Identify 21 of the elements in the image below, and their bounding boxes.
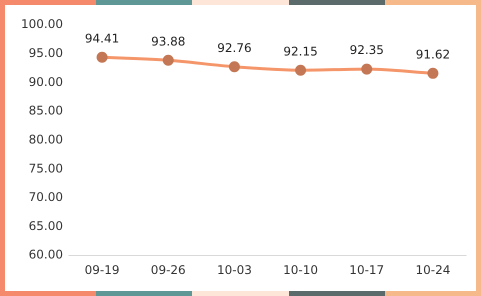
data-label: 92.76 [217,40,252,55]
y-tick-label: 70.00 [28,190,63,204]
data-label: 93.88 [151,34,186,48]
data-label: 94.41 [84,31,120,46]
y-tick-label: 90.00 [28,74,63,89]
x-tick-label: 10-10 [283,262,318,277]
x-tick-label: 10-03 [216,262,252,277]
y-tick-label: 60.00 [28,248,63,262]
y-tick-label: 85.00 [28,104,63,118]
x-tick-label: 10-24 [415,262,450,277]
x-tick-label: 09-19 [84,262,120,277]
y-tick-label: 80.00 [28,132,63,146]
y-tick-label: 65.00 [28,218,63,233]
y-tick-label: 100.00 [20,17,63,32]
x-tick-label: 10-17 [349,262,384,277]
data-label: 91.62 [416,47,450,62]
x-tick-label: 09-26 [150,262,186,277]
data-label: 92.35 [350,43,384,58]
y-tick-label: 95.00 [28,46,63,60]
y-tick-label: 75.00 [28,161,63,176]
data-label: 92.15 [283,44,318,58]
